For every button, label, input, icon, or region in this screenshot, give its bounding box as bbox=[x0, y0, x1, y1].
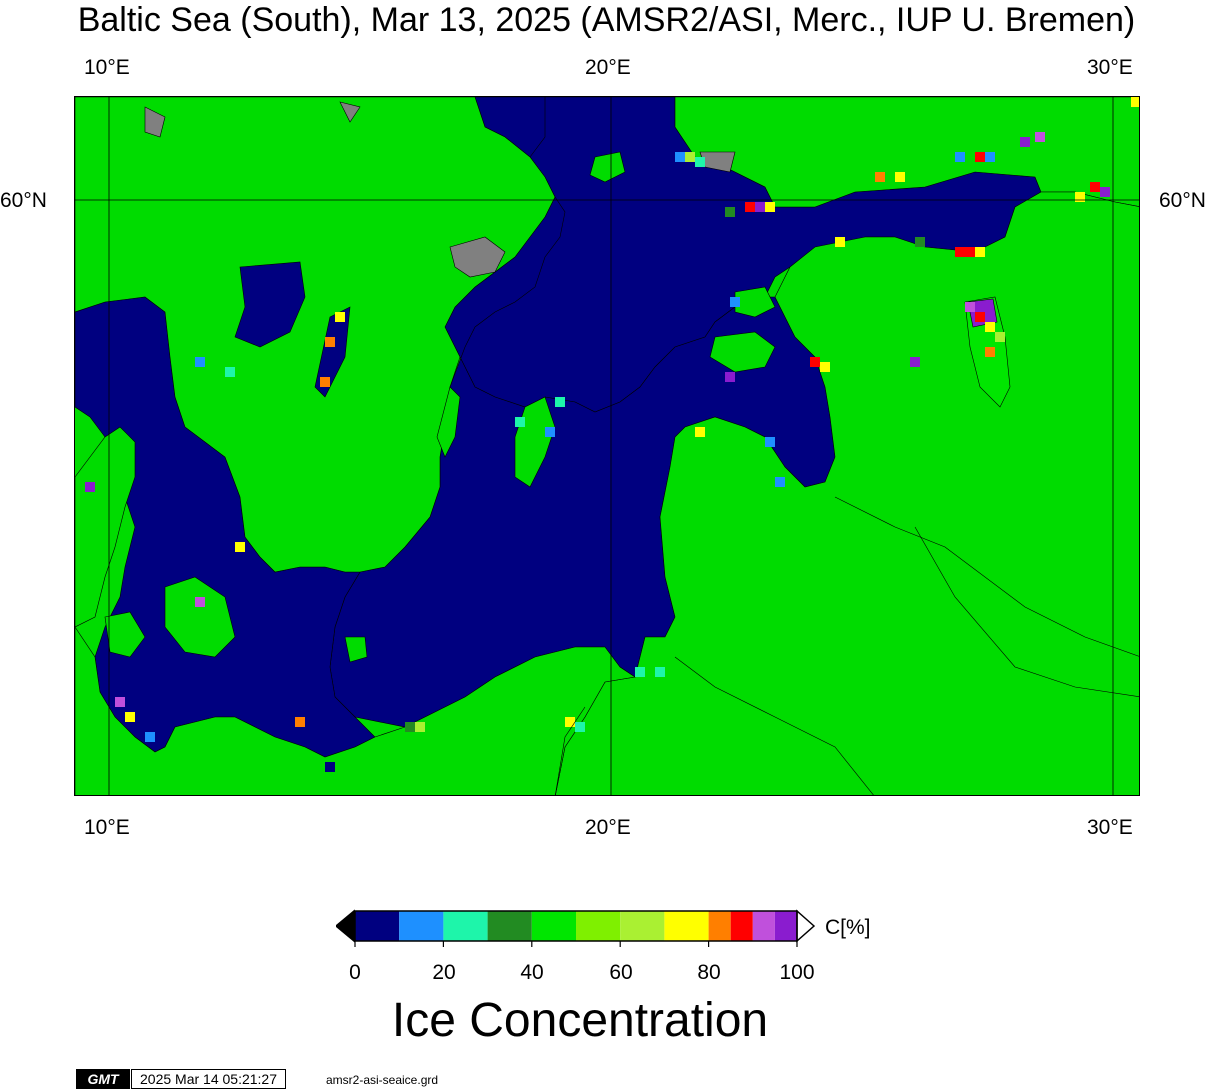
lat-tick-left-60: 60°N bbox=[0, 189, 47, 212]
ice-concentration-map bbox=[75, 97, 1139, 795]
country-borders bbox=[555, 496, 1139, 795]
land-saaremaa bbox=[709, 331, 776, 373]
colorbar-tick-20: 20 bbox=[432, 961, 456, 984]
graticule bbox=[75, 97, 1139, 795]
colorbar-bin-60-70 bbox=[620, 911, 665, 941]
colorbar-bin-70-80 bbox=[664, 911, 709, 941]
colorbar-bin-90-95 bbox=[752, 911, 775, 941]
land-sweden bbox=[75, 97, 556, 573]
lon-tick-top-10: 10°E bbox=[84, 56, 130, 79]
lon-tick-bottom-10: 10°E bbox=[84, 816, 130, 839]
colorbar-over-triangle bbox=[796, 909, 816, 943]
colorbar-tick-80: 80 bbox=[697, 961, 721, 984]
lat-tick-right-60: 60°N bbox=[1159, 189, 1206, 212]
colorbar-unit-label: C[%] bbox=[825, 916, 871, 939]
colorbar-bin-80-85 bbox=[708, 911, 731, 941]
land-germany-poland bbox=[75, 626, 636, 795]
colorbar-bin-10-20 bbox=[399, 911, 444, 941]
colorbar-bin-85-90 bbox=[730, 911, 753, 941]
lon-tick-bottom-20: 20°E bbox=[585, 816, 631, 839]
colorbar-bin-20-30 bbox=[443, 911, 488, 941]
land-aland bbox=[589, 151, 626, 183]
land-masses bbox=[75, 97, 1139, 795]
land-oland bbox=[436, 386, 461, 458]
gmt-filename: amsr2-asi-seaice.grd bbox=[326, 1073, 439, 1087]
colorbar-bin-30-40 bbox=[487, 911, 532, 941]
map-frame bbox=[74, 96, 1140, 796]
colorbar-under-triangle bbox=[336, 909, 355, 943]
land-jutland bbox=[75, 426, 136, 628]
map-title: Baltic Sea (South), Mar 13, 2025 (AMSR2/… bbox=[77, 1, 1136, 39]
lake-vattern bbox=[314, 306, 351, 398]
colorbar-bin-50-60 bbox=[576, 911, 621, 941]
colorbar-bin-0-10 bbox=[355, 911, 400, 941]
gmt-timestamp: 2025 Mar 14 05:21:27 bbox=[131, 1069, 286, 1089]
land-hiiumaa bbox=[734, 286, 776, 318]
colorbar-bin-95-100 bbox=[774, 911, 797, 941]
colorbar-frame bbox=[354, 910, 798, 942]
ice-edge-pixels bbox=[85, 97, 1139, 772]
gmt-logo: GMT bbox=[76, 1069, 130, 1089]
colorbar-tick-100: 100 bbox=[779, 961, 815, 984]
land-zealand bbox=[164, 576, 236, 658]
colorbar-tick-0: 0 bbox=[349, 961, 361, 984]
lon-tick-bottom-30: 30°E bbox=[1087, 816, 1133, 839]
lon-tick-top-20: 20°E bbox=[585, 56, 631, 79]
colorbar-tick-60: 60 bbox=[609, 961, 633, 984]
lake-vanern bbox=[234, 261, 306, 348]
colorbar-bin-40-50 bbox=[531, 911, 576, 941]
lon-tick-top-30: 30°E bbox=[1087, 56, 1133, 79]
land-bornholm bbox=[344, 636, 368, 663]
colorbar bbox=[336, 909, 816, 947]
colorbar-tick-40: 40 bbox=[520, 961, 544, 984]
colorbar-caption: Ice Concentration bbox=[391, 994, 769, 1047]
